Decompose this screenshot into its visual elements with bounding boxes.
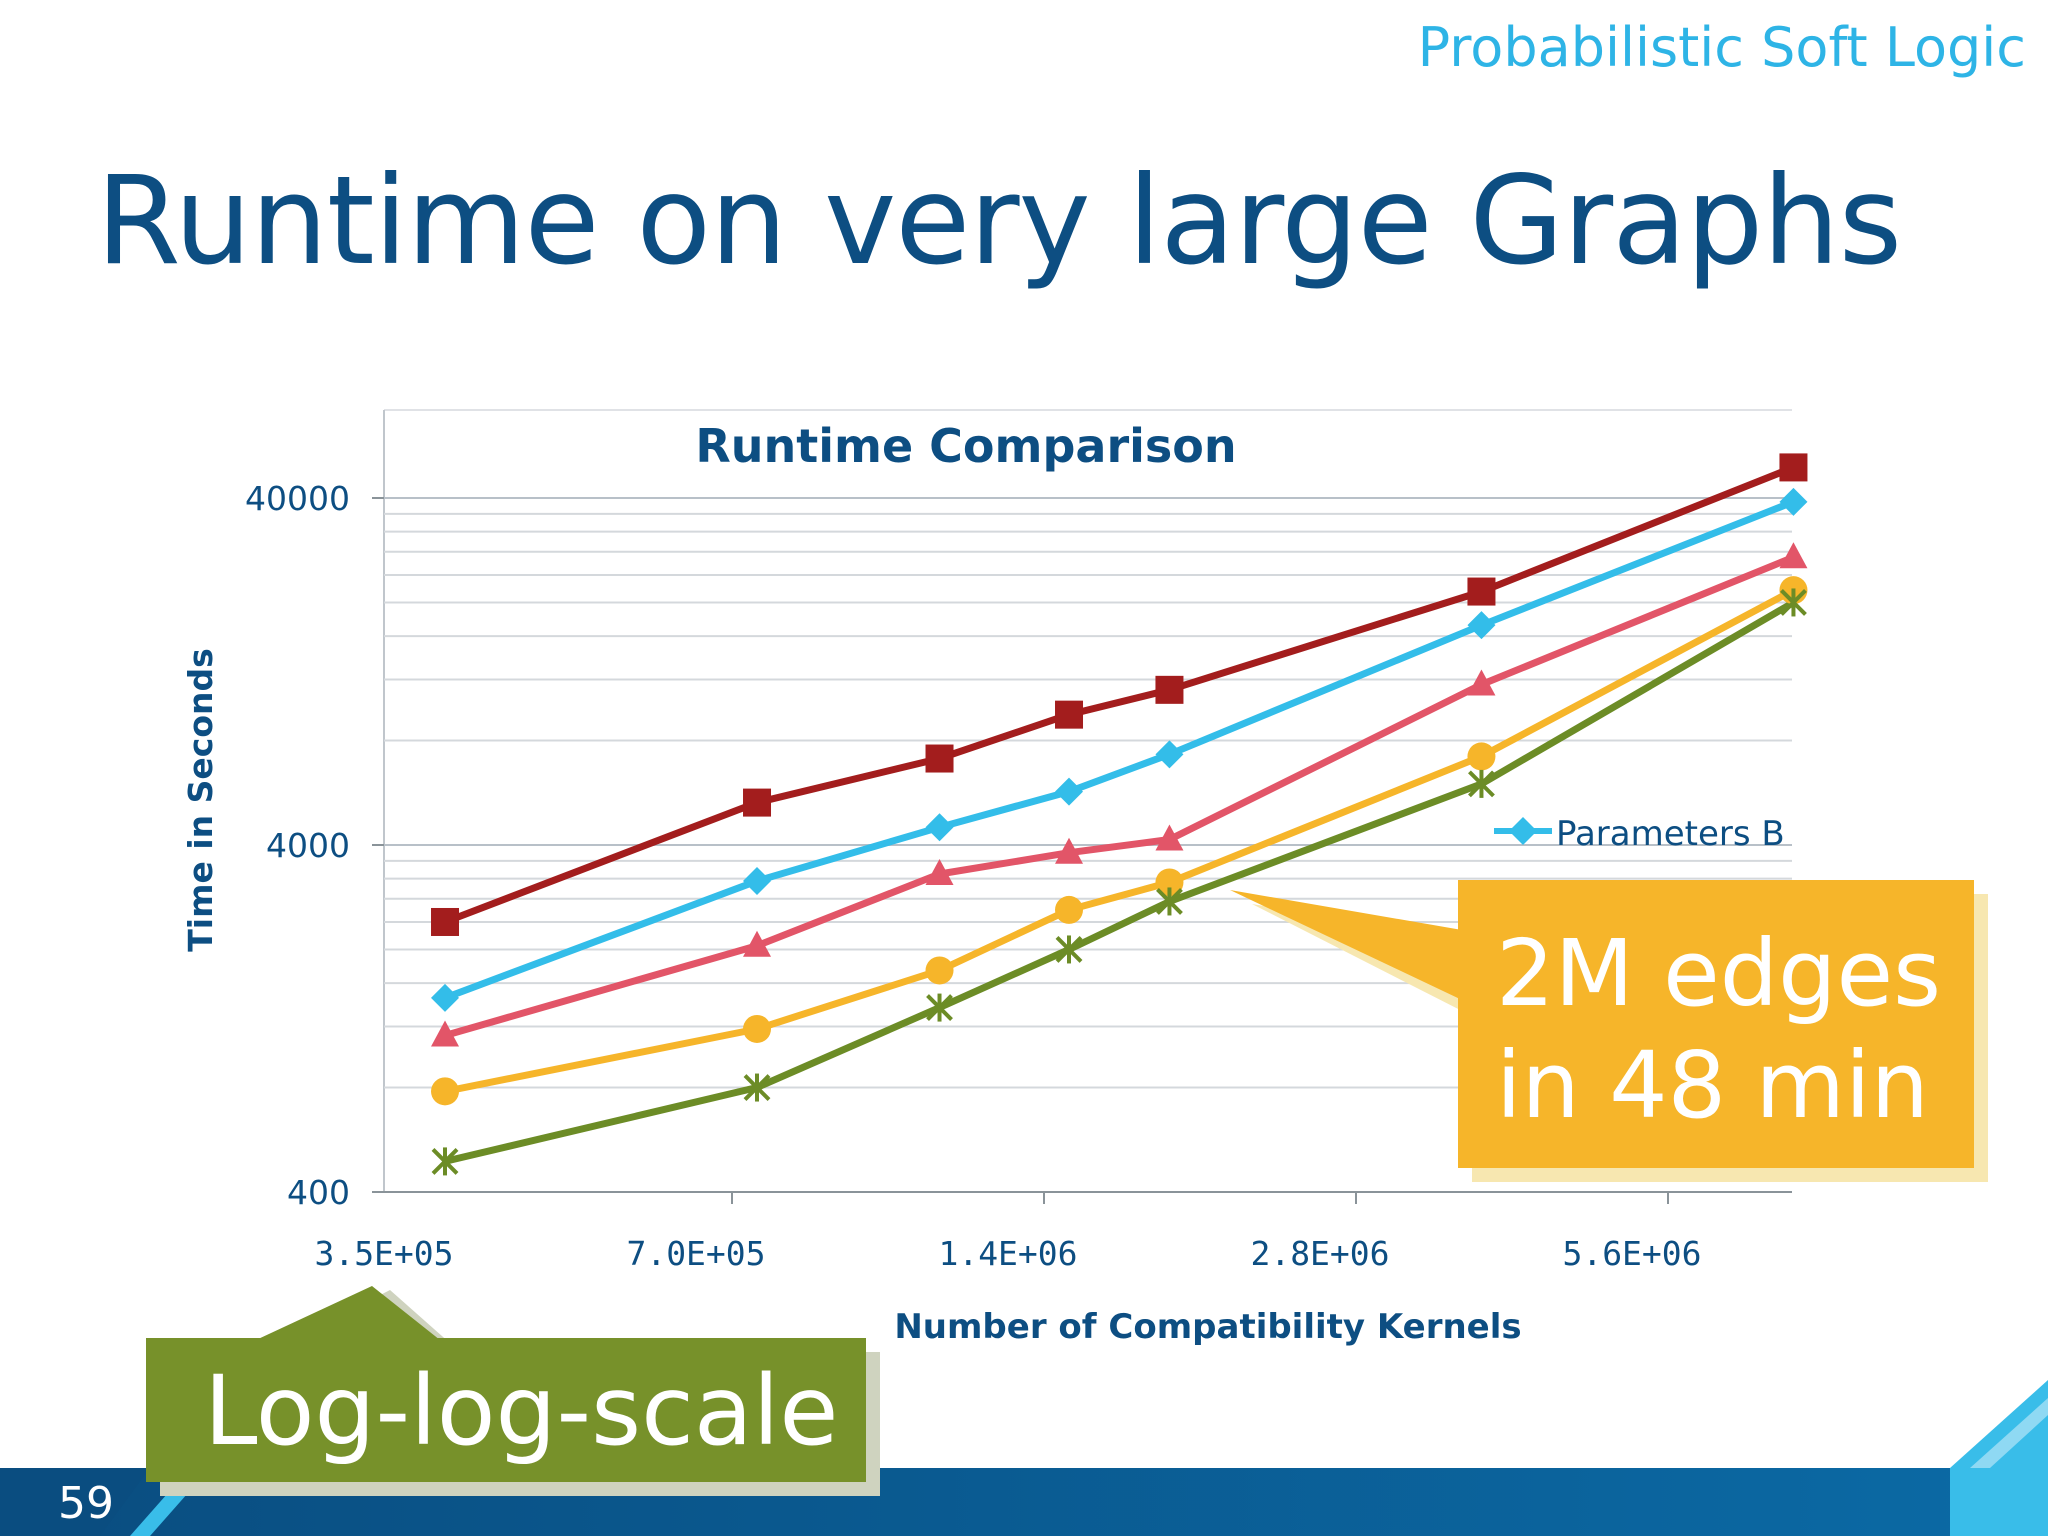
data-point-star [1156,887,1183,916]
data-point-diamond [1155,740,1184,769]
chart-title: Runtime Comparison [695,419,1236,473]
data-point-square [743,788,772,817]
data-point-square [925,744,954,773]
data-point-diamond [925,813,954,842]
data-point-circle [925,956,954,985]
x-axis-label: Number of Compatibility Kernels [894,1307,1521,1347]
data-point-circle [743,1014,772,1043]
callout-edges-pointer [1230,890,1462,1000]
callout-edges-line1: 2M edges [1496,920,1942,1027]
y-tick-label: 40000 [245,479,350,518]
data-point-triangle [1467,669,1496,696]
data-point-circle [1055,895,1084,924]
x-tick-label: 7.0E+05 [626,1234,765,1273]
data-point-circle [1467,742,1496,771]
data-point-star [926,993,953,1022]
data-point-star [743,1073,771,1102]
data-point-star [1780,588,1807,617]
series-markers [431,453,1808,1176]
data-point-diamond [1779,487,1808,516]
data-point-diamond [743,867,772,896]
y-axis-label: Time in Seconds [181,648,220,952]
callout-log-pointer [256,1286,440,1340]
data-point-square [1467,577,1496,606]
data-point-square [431,907,460,936]
data-point-triangle [1155,824,1184,851]
legend-entry: Parameters B [1556,814,1785,854]
x-tick-label: 3.5E+05 [314,1234,453,1273]
x-tick-label: 1.4E+06 [938,1234,1077,1273]
callout-log: Log-log-scale [146,1338,866,1482]
y-tick-label: 400 [287,1173,350,1212]
data-point-triangle [743,930,772,957]
callout-edges: 2M edges in 48 min [1458,880,1974,1168]
data-point-square [1155,675,1184,704]
data-point-diamond [431,983,460,1012]
footer-band [0,1380,2048,1536]
data-point-triangle [1055,837,1084,864]
slide-title: Runtime on very large Graphs [96,150,1902,292]
legend: Parameters B [1494,814,1785,854]
callout-log-text: Log-log-scale [204,1355,839,1467]
data-point-circle [431,1077,460,1106]
data-point-diamond [1055,777,1084,806]
data-point-square [1055,700,1084,729]
data-point-circle [1155,868,1184,897]
data-point-triangle [925,858,954,885]
data-point-triangle [431,1020,460,1047]
data-point-triangle [1779,542,1808,569]
plot-area: 3.5E+05 7.0E+05 1.4E+06 2.8E+06 5.6E+06 4004… [245,409,1808,1273]
data-point-star [431,1147,459,1176]
data-point-star [1055,935,1083,964]
data-point-diamond [1467,611,1496,640]
x-tick-label: 2.8E+06 [1250,1234,1389,1273]
data-point-square [1779,453,1808,482]
callout-edges-line2: in 48 min [1496,1032,1929,1139]
legend-diamond-icon [1509,817,1537,845]
brand-label: Probabilistic Soft Logic [1417,16,2026,79]
slide-number: 59 [58,1478,114,1529]
callout-edges-text: 2M edges in 48 min [1496,918,1966,1142]
data-point-star [1468,769,1495,798]
y-axis-ticks: 400 4000 40000 [245,479,384,1212]
x-tick-label: 5.6E+06 [1562,1234,1701,1273]
x-axis-ticks: 3.5E+05 7.0E+05 1.4E+06 2.8E+06 5.6E+06 [314,1192,1702,1273]
y-tick-label: 4000 [266,826,350,865]
